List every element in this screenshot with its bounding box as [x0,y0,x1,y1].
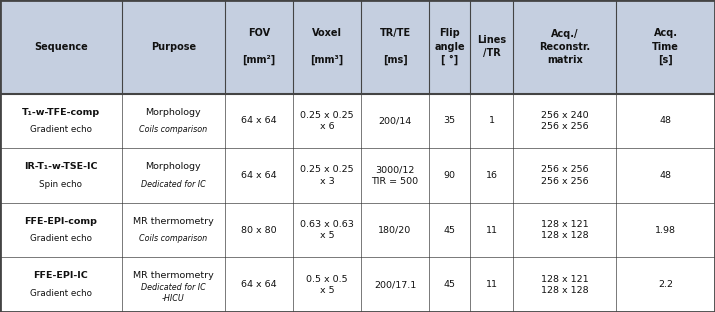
Text: 256 x 240
256 x 256: 256 x 240 256 x 256 [541,111,588,131]
Text: 128 x 121
128 x 128: 128 x 121 128 x 128 [541,220,588,240]
Text: Spin echo: Spin echo [39,180,82,189]
Text: 45: 45 [444,280,455,289]
Text: 1.98: 1.98 [655,226,676,235]
Text: T₁-w-TFE-comp: T₁-w-TFE-comp [21,108,100,117]
Text: Purpose: Purpose [151,42,196,52]
Text: 48: 48 [660,116,671,125]
Text: Coils comparison: Coils comparison [139,234,207,243]
Text: 90: 90 [444,171,455,180]
Text: 80 x 80: 80 x 80 [242,226,277,235]
Text: 64 x 64: 64 x 64 [242,171,277,180]
Text: 64 x 64: 64 x 64 [242,116,277,125]
Text: 35: 35 [444,116,455,125]
Text: Lines
/TR: Lines /TR [478,35,506,58]
Text: Dedicated for IC
-HICU: Dedicated for IC -HICU [141,283,206,304]
Text: Voxel

[mm³]: Voxel [mm³] [310,28,344,65]
Text: Sequence: Sequence [34,42,88,52]
Text: FFE-EPI-IC: FFE-EPI-IC [34,271,88,280]
Text: 180/20: 180/20 [378,226,412,235]
Text: Gradient echo: Gradient echo [30,234,92,243]
Text: MR thermometry: MR thermometry [133,271,214,280]
Text: Gradient echo: Gradient echo [30,289,92,298]
Text: 0.63 x 0.63
x 5: 0.63 x 0.63 x 5 [300,220,354,240]
Text: TR/TE

[ms]: TR/TE [ms] [380,28,410,65]
Text: Flip
angle
[ °]: Flip angle [ °] [435,28,465,65]
Text: Dedicated for IC: Dedicated for IC [141,180,206,189]
Text: FFE-EPI-comp: FFE-EPI-comp [24,217,97,226]
Text: 0.5 x 0.5
x 5: 0.5 x 0.5 x 5 [306,275,348,295]
Text: 256 x 256
256 x 256: 256 x 256 256 x 256 [541,165,588,186]
Text: 11: 11 [486,226,498,235]
Text: 64 x 64: 64 x 64 [242,280,277,289]
Text: Morphology: Morphology [146,108,201,117]
Text: 45: 45 [444,226,455,235]
Text: Morphology: Morphology [146,162,201,171]
Text: FOV

[mm²]: FOV [mm²] [242,28,276,65]
Text: 0.25 x 0.25
x 3: 0.25 x 0.25 x 3 [300,165,354,186]
Text: Acq.
Time
[s]: Acq. Time [s] [652,28,679,65]
Text: 2.2: 2.2 [659,280,673,289]
Text: Acq./
Reconstr.
matrix: Acq./ Reconstr. matrix [539,29,591,65]
Text: 0.25 x 0.25
x 6: 0.25 x 0.25 x 6 [300,111,354,131]
Text: Coils comparison: Coils comparison [139,125,207,134]
Text: Gradient echo: Gradient echo [30,125,92,134]
Bar [0,0,715,94]
Text: 128 x 121
128 x 128: 128 x 121 128 x 128 [541,275,588,295]
Text: IR-T₁-w-TSE-IC: IR-T₁-w-TSE-IC [24,162,97,171]
Text: MR thermometry: MR thermometry [133,217,214,226]
Text: 3000/12
TIR = 500: 3000/12 TIR = 500 [372,165,418,186]
Text: 1: 1 [489,116,495,125]
Text: 200/17.1: 200/17.1 [374,280,416,289]
Text: 11: 11 [486,280,498,289]
Text: 200/14: 200/14 [378,116,412,125]
Text: 48: 48 [660,171,671,180]
Bar [0,94,715,312]
Text: 16: 16 [486,171,498,180]
